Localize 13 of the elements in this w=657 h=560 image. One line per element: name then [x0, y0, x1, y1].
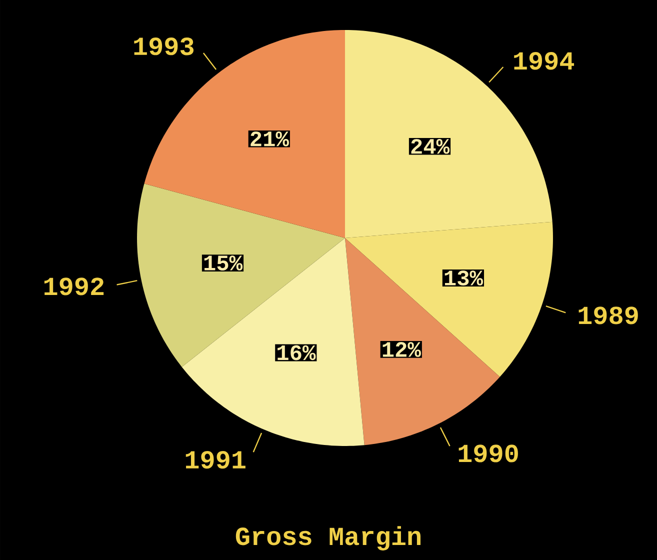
slice-label: 1994 [514, 52, 574, 70]
slice-label: 1991 [186, 450, 246, 469]
text: Gross Margin [236, 526, 421, 550]
data-label: 21% [250, 131, 289, 146]
data-label: 16% [278, 345, 316, 360]
data-label: 12% [382, 342, 421, 357]
slice-label: 1993 [134, 38, 194, 56]
slice-label: 1992 [44, 278, 104, 296]
data-label: 15% [204, 256, 243, 270]
data-label: 13% [444, 270, 484, 286]
slice-label: 1990 [458, 444, 518, 462]
slice-label: 1989 [578, 306, 638, 324]
data-label: 24% [411, 138, 450, 154]
